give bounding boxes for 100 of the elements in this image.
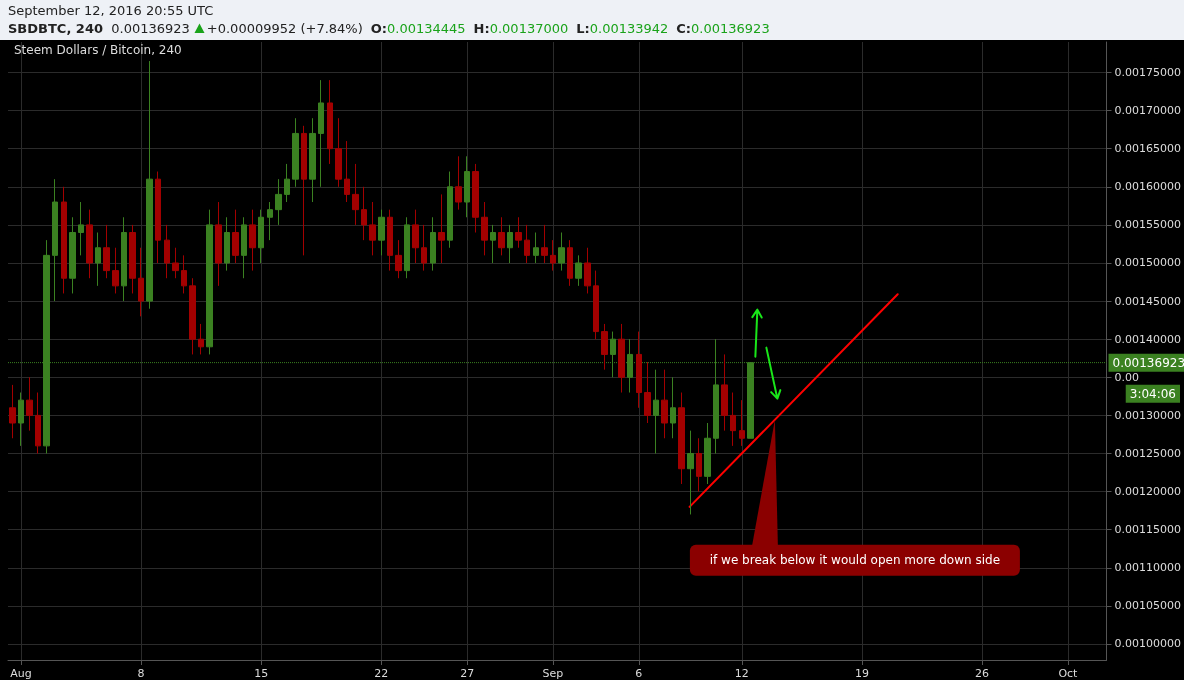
candlestick — [696, 437, 702, 493]
candlestick — [661, 369, 668, 439]
candlestick — [69, 216, 76, 294]
candlestick — [206, 209, 213, 355]
y-tick-label: 0.00165000 — [1114, 142, 1181, 156]
candlestick — [498, 216, 505, 256]
candlestick — [241, 216, 247, 279]
candlestick — [164, 224, 170, 279]
candlestick — [575, 254, 582, 287]
candlestick — [301, 125, 307, 256]
text: H:0.00137000 — [473, 21, 569, 36]
x-tick-label: 8 — [137, 667, 145, 680]
text: O:0.00134445 — [370, 21, 466, 36]
y-tick-label: 0.00170000 — [1114, 104, 1181, 118]
candlestick — [189, 277, 196, 355]
candlestick — [438, 193, 445, 264]
candlestick — [86, 209, 93, 279]
candlestick — [721, 353, 728, 432]
candlestick — [292, 117, 299, 188]
text: L:0.00133942 — [576, 21, 669, 36]
annotation: if we break below it would open more down side — [709, 553, 1001, 568]
candlestick — [232, 209, 239, 264]
candlestick — [146, 60, 153, 310]
candlestick — [515, 216, 522, 249]
candlestick — [35, 392, 41, 454]
text: +0.00009952 (+7.84%) — [206, 21, 363, 36]
y-tick-label: 0.00140000 — [1114, 332, 1181, 346]
x-tick-label: 27 — [460, 667, 475, 680]
candlestick — [670, 376, 676, 439]
candlestick — [550, 239, 556, 272]
y-tick-label: 0.00115000 — [1114, 523, 1181, 537]
candlestick — [464, 155, 470, 218]
candlestick — [9, 384, 16, 439]
candlestick — [335, 117, 342, 188]
candlestick — [378, 209, 385, 256]
y-tick-label: 0.00155000 — [1114, 218, 1181, 232]
x-tick-label: Sep — [542, 667, 564, 680]
candlestick — [361, 186, 367, 241]
candlestick — [678, 392, 685, 485]
candlestick — [172, 247, 179, 279]
x-tick-label: 12 — [734, 667, 749, 680]
candlestick — [421, 224, 427, 272]
candlestick — [584, 247, 591, 294]
candlestick — [352, 163, 359, 226]
candlestick — [687, 430, 694, 515]
x-tick-label: 15 — [254, 667, 269, 680]
candlestick — [155, 171, 161, 264]
y-tick-label: 0.00130000 — [1114, 408, 1181, 422]
candlestick — [567, 239, 573, 287]
y-tick-label: 0.00125000 — [1114, 446, 1181, 460]
candlestick — [181, 254, 187, 294]
candlestick — [739, 399, 745, 447]
candlestick — [95, 232, 101, 287]
y-tick-label: 0.00175000 — [1114, 65, 1181, 79]
candlestick — [704, 422, 711, 485]
candlestick — [18, 392, 24, 447]
candlestick — [369, 201, 376, 256]
candlestick — [507, 224, 513, 264]
candlestick — [558, 232, 565, 272]
x-tick-label: 22 — [374, 667, 389, 680]
y-tick-label: 0.00120000 — [1114, 485, 1181, 499]
candlestick — [249, 209, 256, 272]
candlestick — [524, 224, 530, 264]
candlestick — [455, 155, 462, 211]
candlestick — [481, 201, 488, 256]
candlestick — [730, 392, 736, 447]
candlestick — [395, 239, 402, 279]
candlestick — [344, 140, 350, 203]
chart-title: Steem Dollars / Bitcoin, 240 — [14, 43, 182, 57]
candlestick — [430, 216, 436, 272]
text: 3:04:06 — [1129, 386, 1177, 401]
candlestick — [318, 79, 324, 188]
candlestick — [533, 232, 539, 264]
candlestick — [593, 270, 599, 340]
candlestick — [284, 163, 290, 203]
candlestick — [447, 171, 453, 249]
x-tick-label: 26 — [975, 667, 990, 680]
candlestick — [78, 201, 84, 256]
y-tick-label: 0.00105000 — [1114, 599, 1181, 613]
candlestick — [653, 369, 659, 454]
candlestick — [138, 247, 144, 317]
text: C:0.00136923 — [676, 21, 770, 36]
candlestick — [601, 323, 608, 371]
candlestick — [404, 216, 410, 279]
y-tick-label: 0.00145000 — [1114, 294, 1181, 308]
candlestick — [52, 178, 58, 302]
y-tick-label: 0.00150000 — [1114, 256, 1181, 270]
candlestick — [215, 201, 222, 287]
y-tick-label: 0.00160000 — [1114, 180, 1181, 194]
x-tick-label: 6 — [635, 667, 643, 680]
candlestick — [112, 247, 119, 294]
candlestick — [618, 323, 625, 394]
candlestick — [412, 209, 419, 264]
candlestick — [258, 209, 264, 264]
text: SBDBTC, 240 — [8, 21, 103, 36]
ref-line-label: 0.00136923 — [1112, 355, 1184, 370]
chart-subtitle: September 12, 2016 20:55 UTC — [8, 2, 215, 20]
x-tick-label: Aug — [10, 667, 32, 680]
text: 0.00136923 — [111, 21, 190, 36]
y-tick-label: 0.00110000 — [1114, 561, 1181, 575]
